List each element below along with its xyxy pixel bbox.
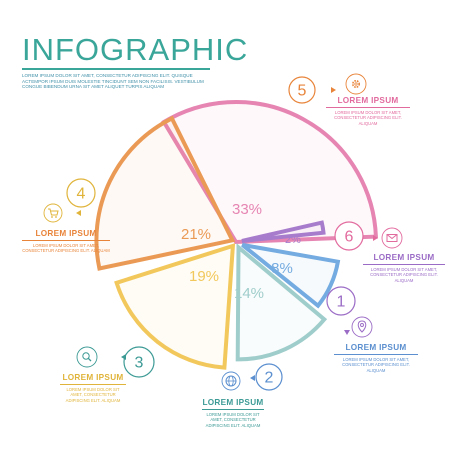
item-2-number: 2 bbox=[265, 370, 274, 387]
item-4-rule bbox=[60, 384, 126, 385]
slice-label-3: 8% bbox=[271, 260, 293, 277]
pie-slice-5 bbox=[114, 243, 236, 370]
slice-label-2: 2% bbox=[285, 234, 301, 246]
item-2-arrow bbox=[250, 375, 255, 381]
item-3-text-block: LOREM IPSUM LOREM IPSUM DOLOR SIT AMET, … bbox=[202, 398, 264, 428]
item-3-icon-ring bbox=[76, 346, 98, 368]
mail-flap bbox=[386, 234, 398, 240]
item-3-number: 3 bbox=[135, 355, 144, 372]
item-1-icon-ring bbox=[351, 316, 373, 338]
item-4-description: LOREM IPSUM DOLOR SIT AMET, CONSECTETUR … bbox=[65, 387, 121, 403]
item-3-description: LOREM IPSUM DOLOR SIT AMET, CONSECTETUR … bbox=[205, 412, 261, 428]
item-5-rule bbox=[22, 240, 110, 241]
intro-text: LOREM IPSUM DOLOR SIT AMET, CONSECTETUR … bbox=[22, 73, 204, 90]
item-1-rule bbox=[363, 264, 445, 265]
slice-label-5: 19% bbox=[189, 268, 219, 285]
pie-slice-6 bbox=[94, 115, 236, 271]
slice-label-6: 21% bbox=[181, 226, 211, 243]
item-6-number-circle bbox=[334, 221, 364, 251]
item-5-heading: LOREM IPSUM bbox=[35, 229, 97, 238]
item-6-text-block: LOREM IPSUM LOREM IPSUM DOLOR SIT AMET, … bbox=[326, 96, 410, 126]
item-4-icon-ring bbox=[43, 203, 63, 223]
gear-hub bbox=[354, 82, 358, 86]
item-1-description: LOREM IPSUM DOLOR SIT AMET, CONSECTETUR … bbox=[370, 267, 438, 283]
item-5-number-circle bbox=[288, 76, 316, 104]
item-6-arrow bbox=[373, 235, 378, 241]
item-5-icon-ring bbox=[345, 73, 367, 95]
search-handle bbox=[87, 357, 92, 362]
pie-slice-3 bbox=[241, 242, 341, 309]
item-3-rule bbox=[202, 409, 264, 410]
item-5-arrow bbox=[331, 87, 336, 93]
item-6-heading: LOREM IPSUM bbox=[337, 96, 399, 105]
pie-slice-2 bbox=[241, 220, 326, 243]
item-4-text-block: LOREM IPSUM LOREM IPSUM DOLOR SIT AMET, … bbox=[60, 373, 126, 403]
item-5-text-block: LOREM IPSUM LOREM IPSUM DOLOR SIT AMET, … bbox=[22, 229, 110, 254]
item-1-number-circle bbox=[326, 286, 356, 316]
pie-slice-4 bbox=[235, 243, 328, 362]
search-icon bbox=[82, 352, 90, 360]
gear-icon bbox=[351, 80, 360, 89]
item-4-number-circle bbox=[66, 178, 96, 208]
location-pin-icon bbox=[357, 320, 367, 333]
item-3-heading: LOREM IPSUM bbox=[202, 398, 264, 407]
item-6-description: LOREM IPSUM DOLOR SIT AMET, CONSECTETUR … bbox=[334, 110, 402, 126]
item-5-number: 5 bbox=[298, 83, 307, 100]
shopping-cart-icon bbox=[48, 208, 59, 216]
slice-label-4: 14% bbox=[234, 285, 264, 302]
item-2-heading: LOREM IPSUM bbox=[345, 343, 407, 352]
item-2-description: LOREM IPSUM DOLOR SIT AMET, CONSECTETUR … bbox=[342, 357, 410, 373]
title-underline bbox=[22, 68, 210, 70]
item-2-number-circle bbox=[255, 363, 283, 391]
item-6-rule bbox=[326, 107, 410, 108]
item-1-arrow bbox=[344, 330, 350, 335]
mail-icon bbox=[386, 234, 398, 242]
item-5-description: LOREM IPSUM DOLOR SIT AMET, CONSECTETUR … bbox=[22, 243, 110, 254]
cart-wheel-left bbox=[51, 216, 53, 218]
item-1-number: 1 bbox=[337, 294, 346, 311]
infographic-title: INFOGRAPHIC bbox=[22, 32, 249, 67]
item-4-number: 4 bbox=[77, 186, 86, 203]
item-4-arrow bbox=[76, 210, 81, 216]
item-6-number: 6 bbox=[345, 229, 354, 246]
item-4-heading: LOREM IPSUM bbox=[62, 373, 124, 382]
item-2-text-block: LOREM IPSUM LOREM IPSUM DOLOR SIT AMET, … bbox=[334, 343, 418, 373]
item-2-rule bbox=[334, 354, 418, 355]
item-3-number-circle bbox=[123, 346, 155, 378]
pin-dot bbox=[360, 323, 364, 327]
item-1-text-block: LOREM IPSUM LOREM IPSUM DOLOR SIT AMET, … bbox=[363, 253, 445, 283]
slice-label-1: 33% bbox=[232, 201, 262, 218]
item-3-arrow bbox=[121, 354, 126, 360]
cart-wheel-right bbox=[55, 216, 57, 218]
item-1-heading: LOREM IPSUM bbox=[373, 253, 435, 262]
